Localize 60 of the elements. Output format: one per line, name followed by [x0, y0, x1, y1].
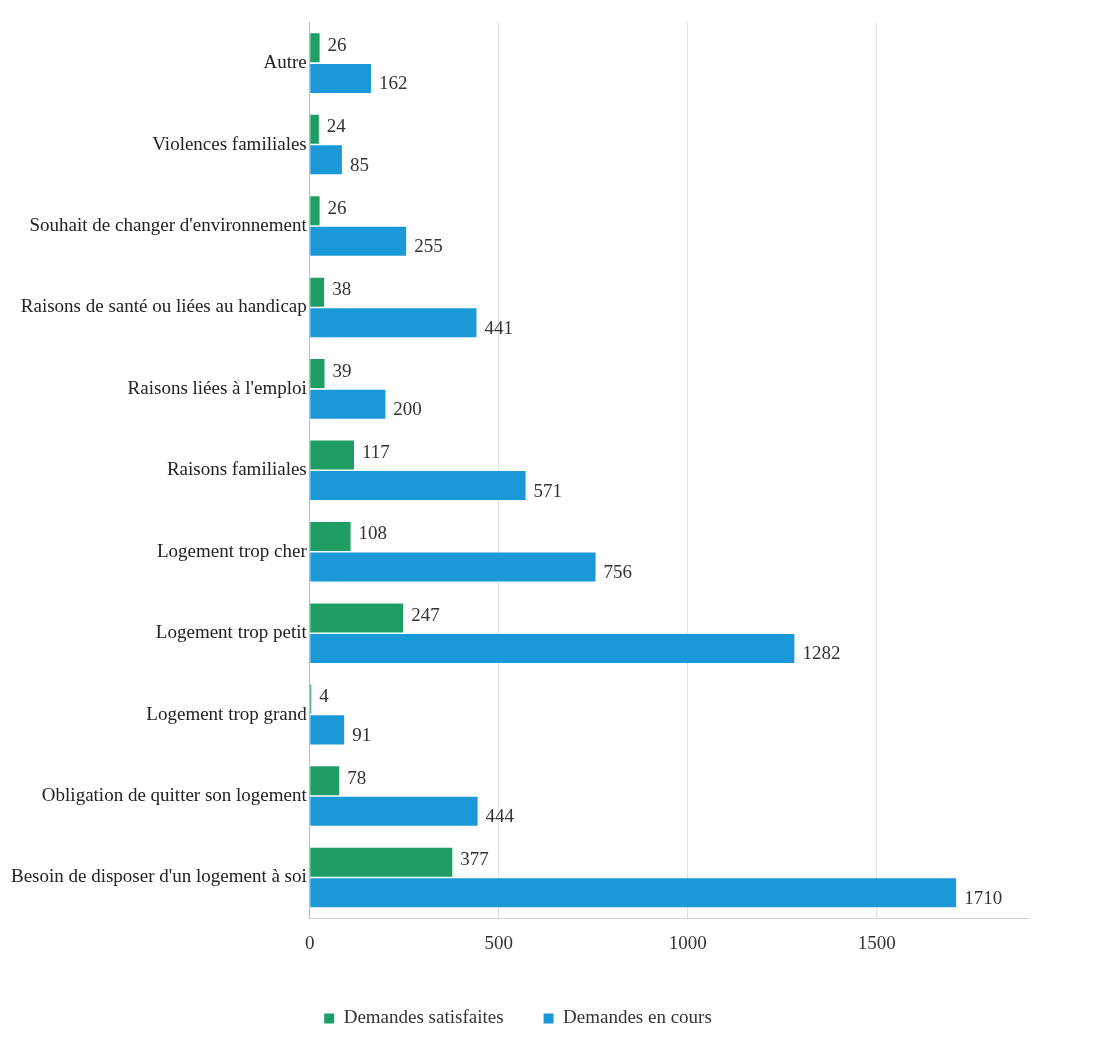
bar: [310, 196, 320, 226]
y-tick-label: Raisons liées à l'emploi: [127, 376, 307, 398]
bar: [310, 33, 320, 63]
bar: [310, 471, 526, 501]
bar: [310, 603, 404, 633]
bar: [310, 633, 795, 663]
y-tick-label: Autre: [263, 51, 307, 73]
data-label: 24: [326, 115, 347, 137]
bar: [310, 766, 340, 796]
data-label: 26: [327, 33, 347, 55]
bar: [310, 359, 325, 389]
x-tick-label: 500: [484, 931, 514, 953]
legend-label: Demandes en cours: [563, 1006, 712, 1028]
bar: [310, 308, 477, 338]
x-tick-label: 1000: [668, 931, 707, 953]
data-label: 377: [460, 848, 489, 870]
legend-label: Demandes satisfaites: [343, 1006, 504, 1028]
data-label: 108: [358, 522, 388, 544]
y-tick-label: Raisons familiales: [166, 458, 307, 480]
data-label: 200: [393, 398, 422, 420]
data-label: 1710: [964, 886, 1003, 908]
data-label: 4: [319, 685, 330, 707]
data-label: 39: [332, 359, 352, 381]
data-label: 255: [414, 235, 443, 257]
data-label: 26: [327, 196, 347, 218]
data-label: 91: [352, 723, 372, 745]
x-tick-label: 0: [305, 931, 315, 953]
bar: [310, 389, 386, 419]
bar: [310, 114, 319, 144]
data-label: 162: [379, 72, 408, 94]
data-label: 1282: [802, 642, 841, 664]
bar: [310, 145, 342, 175]
bar: [310, 552, 596, 582]
bar: [310, 521, 351, 551]
bar: [310, 796, 478, 826]
bar: [310, 63, 372, 93]
bar: [310, 878, 957, 908]
data-label: 85: [349, 153, 369, 175]
bar: [310, 277, 325, 307]
data-label: 247: [411, 603, 440, 625]
y-tick-label: Violences familiales: [152, 132, 307, 154]
bar: [310, 847, 453, 877]
data-label: 571: [533, 479, 563, 501]
y-tick-label: Souhait de changer d'environnement: [29, 213, 308, 235]
bar: [310, 226, 407, 256]
y-tick-label: Logement trop petit: [155, 621, 308, 643]
x-tick-label: 1500: [857, 931, 896, 953]
data-label: 78: [347, 766, 367, 788]
bar: [310, 440, 354, 470]
data-label: 444: [485, 805, 515, 827]
y-tick-label: Besoin de disposer d'un logement à soi: [10, 865, 307, 887]
bar: [310, 715, 345, 745]
y-tick-label: Logement trop cher: [156, 539, 308, 561]
y-tick-label: Obligation de quitter son logement: [41, 784, 308, 806]
data-label: 756: [603, 560, 633, 582]
y-tick-label: Logement trop grand: [146, 702, 308, 724]
y-tick-label: Raisons de santé ou liées au handicap: [20, 295, 307, 317]
data-label: 441: [484, 316, 513, 338]
data-label: 38: [332, 278, 352, 300]
data-label: 117: [362, 441, 390, 463]
